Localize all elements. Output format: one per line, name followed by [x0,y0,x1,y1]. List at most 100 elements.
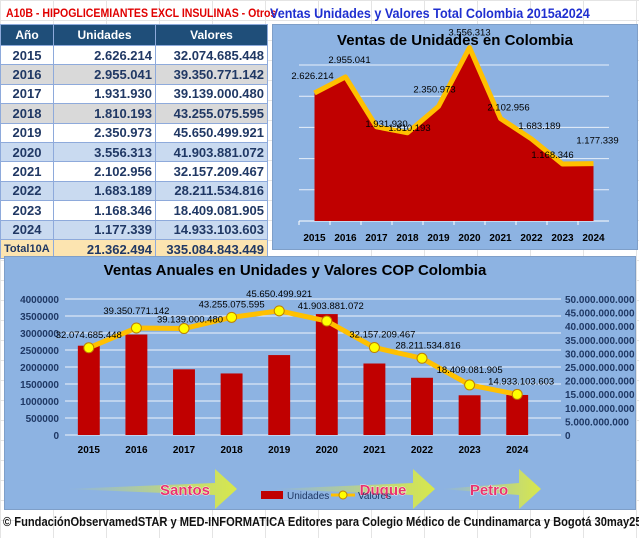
cell-year: 2018 [0,103,54,124]
cell-year: 2023 [0,200,54,221]
left-axis-tick-label: 3500000 [20,312,59,323]
x-tick-label: 2023 [458,445,481,456]
values-marker [273,305,285,317]
left-axis-tick-label: 4000000 [20,295,59,306]
table-row: 2018 1.810.193 43.255.075.595 [0,103,268,124]
right-axis-tick-label: 15.000.000.000 [565,390,635,401]
cell-values: 41.903.881.072 [155,141,268,163]
data-label: 32.157.209.467 [349,330,415,341]
x-tick-label: 2021 [363,445,386,456]
right-axis-tick-label: 35.000.000.000 [565,336,635,347]
legend-label-values: Valores [358,491,391,502]
units-bar [268,355,291,435]
values-marker [464,379,476,391]
values-line [87,308,518,397]
x-tick-label: 2018 [220,445,243,456]
president-label: Duque [360,482,407,499]
left-axis-tick-label: 2500000 [20,346,59,357]
table-row: 2015 2.626.214 32.074.685.448 [0,44,268,66]
right-axis-tick-label: 10.000.000.000 [565,404,635,415]
right-axis-tick-label: 40.000.000.000 [565,322,635,333]
category-title: A10B - HIPOGLICEMIANTES EXCL INSULINAS -… [6,6,277,20]
values-marker [511,388,523,400]
report-title: Ventas Unidades y Valores Total Colombia… [270,5,590,21]
x-tick-label: 2023 [551,233,574,244]
data-label: 41.903.881.072 [298,301,364,312]
table-row: 2016 2.955.041 39.350.771.142 [0,64,268,85]
cell-values: 18.409.081.905 [155,200,268,221]
cell-year: 2015 [0,44,54,66]
cell-year: 2022 [0,180,54,202]
data-label: 1.810.193 [388,123,430,134]
cell-values: 28.211.534.816 [155,180,268,202]
chart-title: Ventas Anuales en Unidades y Valores COP… [104,262,487,279]
x-tick-label: 2017 [173,445,196,456]
data-label: 18.409.081.905 [437,365,503,376]
cell-units: 2.955.041 [53,64,156,85]
cell-values: 45.650.499.921 [155,122,268,143]
left-axis-tick-label: 0 [53,431,59,442]
x-tick-label: 2016 [334,233,357,244]
cell-year: 2017 [0,83,54,105]
president-arrow [65,469,237,509]
cell-values: 39.139.000.480 [155,83,268,105]
x-tick-label: 2019 [268,445,291,456]
data-label: 1.177.339 [576,136,618,147]
cell-values: 39.350.771.142 [155,64,268,85]
legend-swatch-units [261,491,283,499]
units-bar [220,373,243,435]
units-bar [173,369,195,435]
data-label: 2.350.973 [413,84,455,95]
cell-year: 2021 [0,161,54,182]
x-tick-label: 2016 [125,445,148,456]
units-bar [506,394,529,435]
chart-title: Ventas de Unidades en Colombia [337,32,574,49]
combo-chart-svg: Ventas Anuales en Unidades y Valores COP… [20,262,635,509]
cell-units: 1.683.189 [53,180,156,202]
sales-table: Año Unidades Valores 2015 2.626.214 32.074… [0,24,268,260]
left-axis-tick-label: 1500000 [20,380,59,391]
data-label: 1.931.930 [365,119,407,130]
data-label: 2.955.041 [328,55,370,66]
x-tick-label: 2020 [316,445,339,456]
table-header-row: Año Unidades Valores [0,24,268,46]
table-row: 2017 1.931.930 39.139.000.480 [0,83,268,105]
data-label: 43.255.075.595 [199,299,265,310]
x-tick-label: 2024 [582,233,605,244]
data-label: 45.650.499.921 [246,289,312,300]
units-bar [77,345,100,435]
x-tick-label: 2024 [506,445,529,456]
units-values-combo-chart: Ventas Anuales en Unidades y Valores COP… [4,256,636,510]
data-label: 14.933.103.603 [488,376,554,387]
cell-year: 2020 [0,141,54,163]
x-tick-label: 2017 [365,233,388,244]
table-row: 2023 1.168.346 18.409.081.905 [0,200,268,221]
cell-year: 2019 [0,122,54,143]
left-axis-tick-label: 1000000 [20,397,59,408]
data-label: 1.168.346 [531,150,573,161]
cell-values: 14.933.103.603 [155,219,268,240]
cell-values: 32.157.209.467 [155,161,268,182]
values-marker [321,315,333,327]
cell-units: 3.556.313 [53,141,156,163]
president-arrow [273,469,435,509]
right-axis-tick-label: 50.000.000.000 [565,295,635,306]
legend-label-units: Unidades [287,491,329,502]
cell-units: 1.931.930 [53,83,156,105]
data-label: 39.350.771.142 [103,306,169,317]
legend-swatch-values-marker [338,490,348,500]
cell-units: 1.177.339 [53,219,156,240]
cell-values: 32.074.685.448 [155,44,268,66]
column-header-values: Valores [155,24,268,46]
values-marker [178,323,190,335]
president-label: Santos [160,482,210,499]
right-axis-tick-label: 25.000.000.000 [565,363,635,374]
right-axis-tick-label: 30.000.000.000 [565,349,635,360]
table-total-row: Total10A 21.362.494 335.084.843.449 [0,238,268,260]
data-label: 2.102.956 [487,102,529,113]
cell-year: 2024 [0,219,54,240]
table-row: 2019 2.350.973 45.650.499.921 [0,122,268,143]
values-marker [368,342,380,354]
right-axis-tick-label: 45.000.000.000 [565,309,635,320]
data-label: 32.074.685.448 [56,330,122,341]
